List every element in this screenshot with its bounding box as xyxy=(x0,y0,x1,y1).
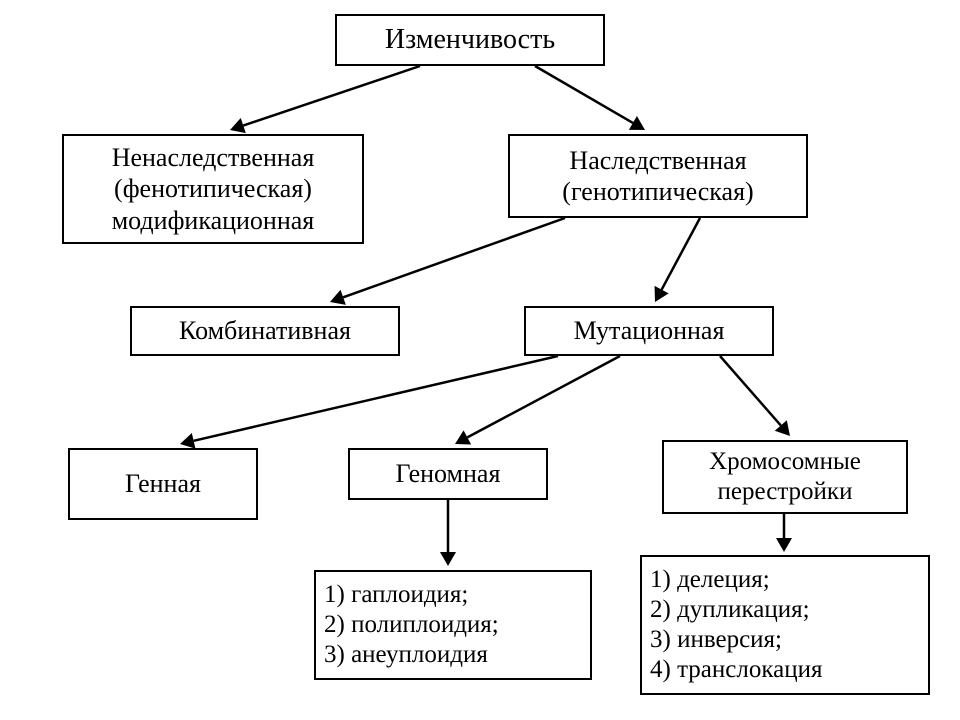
edge-7-arrowhead xyxy=(440,552,456,566)
node-hereditary-line: Наследственная xyxy=(569,145,746,176)
node-root: Изменчивость xyxy=(335,14,605,66)
node-genomic_list: 1) гаплоидия;2) полиплоидия;3) анеуплоид… xyxy=(314,570,592,680)
edge-2 xyxy=(343,218,565,297)
edge-3-arrowhead xyxy=(655,286,669,302)
node-chromosomal_list-line: 4) транслокация xyxy=(650,655,822,685)
edge-1-arrowhead xyxy=(629,116,645,130)
node-genomic_list-line: 3) анеуплоидия xyxy=(324,640,488,670)
node-chromosomal_list-line: 1) делеция; xyxy=(650,565,770,595)
edge-3 xyxy=(662,218,700,290)
edge-5-arrowhead xyxy=(455,430,471,444)
node-root-line: Изменчивость xyxy=(385,23,555,57)
edge-6 xyxy=(720,356,781,425)
edge-0 xyxy=(243,66,420,126)
node-chromosomal-line: Хромосомные xyxy=(709,447,861,477)
node-mutational-line: Мутационная xyxy=(574,315,725,346)
edge-5 xyxy=(467,356,620,437)
edge-8-arrowhead xyxy=(776,538,792,552)
node-gene-line: Генная xyxy=(125,468,201,499)
node-chromosomal_list-line: 2) дупликация; xyxy=(650,595,810,625)
node-nonhereditary-line: Ненаследственная xyxy=(112,142,315,173)
node-genomic: Геномная xyxy=(348,448,548,500)
node-chromosomal_list: 1) делеция;2) дупликация;3) инверсия;4) … xyxy=(640,555,930,695)
diagram-canvas: Изменчивость Ненаследственная(фенотипичес… xyxy=(0,0,960,720)
node-hereditary-line: (генотипическая) xyxy=(562,176,753,207)
edge-6-arrowhead xyxy=(775,420,790,436)
node-genomic_list-line: 2) полиплоидия; xyxy=(324,610,499,640)
node-chromosomal_list-line: 3) инверсия; xyxy=(650,625,782,655)
node-mutational: Мутационная xyxy=(524,306,774,356)
node-nonhereditary-line: (фенотипическая) xyxy=(114,173,312,204)
edge-4 xyxy=(194,356,558,441)
node-combinative-line: Комбинативная xyxy=(179,315,351,346)
node-combinative: Комбинативная xyxy=(130,306,400,356)
node-nonhereditary: Ненаследственная(фенотипическая)модифика… xyxy=(62,134,364,244)
edge-2-arrowhead xyxy=(330,290,346,305)
node-genomic-line: Геномная xyxy=(396,458,501,489)
node-genomic_list-line: 1) гаплоидия; xyxy=(324,580,468,610)
node-hereditary: Наследственная(генотипическая) xyxy=(508,134,808,218)
edge-1 xyxy=(535,66,633,123)
node-chromosomal-line: перестройки xyxy=(718,477,853,507)
edge-0-arrowhead xyxy=(230,118,246,133)
node-gene: Генная xyxy=(68,448,258,520)
node-chromosomal: Хромосомныеперестройки xyxy=(662,440,908,514)
node-nonhereditary-line: модификационная xyxy=(112,205,315,236)
edge-4-arrowhead xyxy=(180,433,195,449)
